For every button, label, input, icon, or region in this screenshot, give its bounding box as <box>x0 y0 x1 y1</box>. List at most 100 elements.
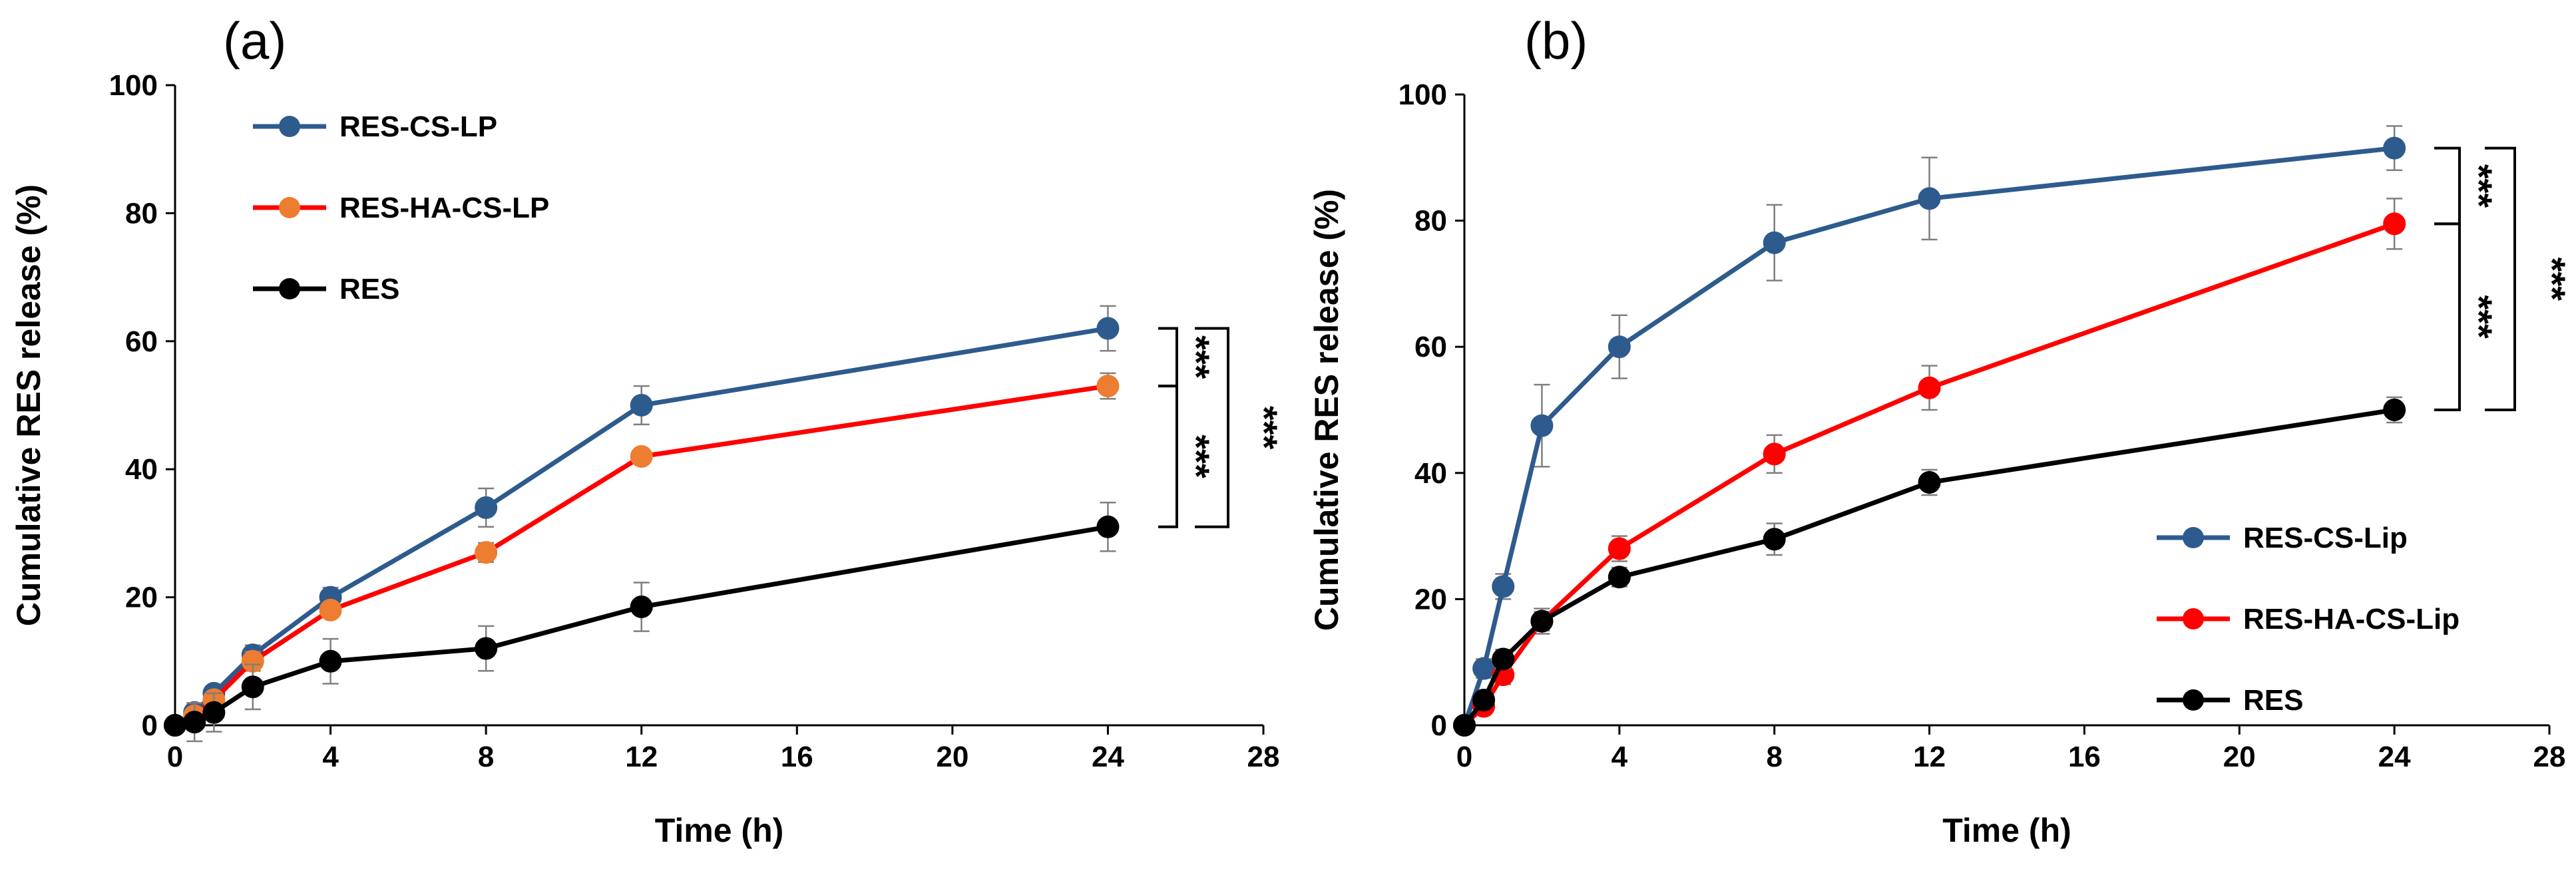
data-point <box>1608 566 1631 589</box>
data-point <box>1918 376 1941 399</box>
data-point <box>319 598 342 621</box>
significance-bracket: *** <box>1195 327 1285 528</box>
data-point <box>319 649 342 673</box>
legend-label: RES <box>339 273 399 305</box>
data-point <box>1096 375 1120 398</box>
bracket-line <box>2434 222 2461 411</box>
data-point <box>1530 414 1554 437</box>
data-point <box>2383 399 2406 421</box>
y-tick-label: 100 <box>109 69 158 102</box>
significance-label: *** <box>2458 295 2500 339</box>
y-tick-label: 40 <box>125 453 158 486</box>
legend-marker <box>279 197 300 218</box>
legend-label: RES <box>2243 684 2303 717</box>
significance-bracket: *** <box>2434 146 2500 226</box>
y-axis-title: Cumulative RES release (%) <box>10 184 47 626</box>
legend-marker <box>2183 527 2204 548</box>
series-line <box>174 383 1108 728</box>
y-tick-label: 20 <box>1414 583 1447 615</box>
significance-label: *** <box>1176 435 1217 478</box>
series-res-ha-cs-lp <box>164 372 1120 737</box>
data-point <box>241 675 264 699</box>
data-point <box>475 541 498 564</box>
x-tick-label: 4 <box>1611 741 1628 773</box>
data-point <box>2383 212 2406 236</box>
significance-bracket: *** <box>2434 222 2500 411</box>
legend-marker <box>279 278 300 299</box>
x-tick-label: 24 <box>2378 741 2411 773</box>
panel-a: (a) 0 4 8 12 16 20 24 28 0 20 40 60 80 100 Time (h) Cumu… <box>10 11 1285 849</box>
y-tick-label: 100 <box>1398 79 1447 111</box>
y-tick-label: 80 <box>125 197 158 230</box>
x-tick-label: 4 <box>322 741 339 773</box>
series-line <box>1462 407 2395 727</box>
x-tick-label: 0 <box>1456 741 1472 773</box>
series-res-cs-lip <box>1453 125 2406 737</box>
data-point <box>475 637 498 660</box>
data-point <box>183 711 206 734</box>
bracket-line <box>2485 146 2516 411</box>
x-tick-label: 16 <box>781 741 813 773</box>
y-axis-title: Cumulative RES release (%) <box>1308 189 1345 631</box>
y-tick-label: 80 <box>1414 205 1447 238</box>
data-point <box>1763 231 1786 254</box>
x-tick-label: 12 <box>1913 741 1946 773</box>
series-res <box>1453 396 2406 737</box>
legend-marker <box>279 116 300 137</box>
x-tick-label: 8 <box>478 741 494 773</box>
x-tick-label: 16 <box>2068 741 2101 773</box>
significance-label: *** <box>2458 164 2500 208</box>
x-tick-label: 24 <box>1092 741 1124 773</box>
series-res-cs-lp <box>164 305 1120 737</box>
x-axis-title: Time (h) <box>1942 812 2071 849</box>
data-point <box>164 714 186 737</box>
legend-label: RES-HA-CS-Lip <box>2243 603 2460 635</box>
legend-entry: RES-CS-Lip <box>2157 522 2408 554</box>
legend-entry: RES-HA-CS-LP <box>253 192 549 224</box>
data-point <box>1492 575 1515 598</box>
y-tick-label: 20 <box>125 582 158 614</box>
data-point <box>1530 610 1554 633</box>
bracket-line <box>2434 146 2461 226</box>
bracket-line <box>1195 327 1229 528</box>
data-point <box>1608 335 1631 359</box>
y-tick-label: 60 <box>125 325 158 358</box>
data-point <box>2383 136 2406 160</box>
series-res <box>164 501 1120 743</box>
x-tick-label: 28 <box>1247 741 1280 773</box>
data-point <box>1096 515 1120 538</box>
bracket-line <box>1158 385 1178 528</box>
legend-marker <box>2183 689 2204 711</box>
significance-bracket: *** <box>1158 385 1217 528</box>
legend-label: RES-HA-CS-LP <box>339 192 549 224</box>
x-tick-label: 28 <box>2533 741 2566 773</box>
x-axis-title: Time (h) <box>655 812 784 849</box>
y-tick-label: 0 <box>1431 709 1447 742</box>
data-point <box>1453 714 1476 737</box>
data-point <box>475 496 498 519</box>
data-point <box>1096 317 1120 340</box>
series-res-ha-cs-lip <box>1453 198 2406 737</box>
legend-marker <box>2183 608 2204 629</box>
data-point <box>1763 528 1786 551</box>
data-point <box>630 596 653 619</box>
legend-entry: RES-CS-LP <box>253 110 497 143</box>
x-tick-label: 8 <box>1766 741 1782 773</box>
panel-label: (b) <box>1524 11 1588 70</box>
data-point <box>630 394 653 417</box>
x-tick-label: 12 <box>625 741 658 773</box>
data-point <box>1918 187 1941 210</box>
legend-entry: RES <box>253 273 399 305</box>
significance-label: *** <box>1176 335 1217 379</box>
x-tick-label: 0 <box>167 741 183 773</box>
significance-bracket: *** <box>1158 327 1217 388</box>
data-point <box>1608 537 1631 560</box>
data-point <box>1918 471 1941 494</box>
y-tick-label: 60 <box>1414 331 1447 363</box>
data-point <box>1472 689 1496 712</box>
data-point <box>1472 657 1496 680</box>
legend-entry: RES-HA-CS-Lip <box>2157 603 2460 635</box>
legend-label: RES-CS-Lip <box>2243 522 2408 554</box>
y-tick-label: 0 <box>142 709 158 742</box>
